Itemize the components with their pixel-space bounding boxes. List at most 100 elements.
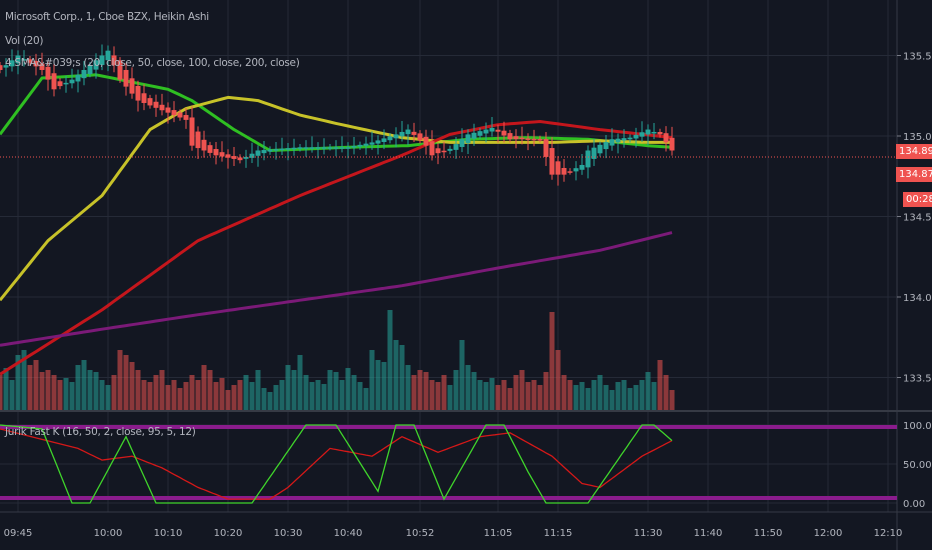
volume-bar [489, 378, 495, 410]
volume-bar [435, 382, 441, 410]
candle [339, 147, 345, 149]
volume-bar [393, 340, 399, 410]
volume-bar [669, 390, 675, 410]
volume-bar [405, 365, 411, 410]
volume-bar [273, 385, 279, 410]
volume-bar [441, 375, 447, 410]
candle [201, 139, 207, 151]
volume-bar [243, 375, 249, 410]
candle [99, 55, 105, 65]
volume-bar [645, 372, 651, 410]
candle [609, 139, 615, 146]
candle [165, 107, 171, 113]
candle [441, 150, 447, 153]
candle [633, 134, 639, 139]
candle [243, 156, 249, 159]
volume-bar [633, 385, 639, 410]
time-tick-label: 09:45 [4, 528, 33, 539]
volume-bar [309, 382, 315, 410]
volume-bar [639, 380, 645, 410]
volume-bar [9, 380, 15, 410]
candle [513, 136, 519, 140]
candle [669, 137, 675, 151]
volume-bar [69, 382, 75, 410]
time-tick-label: 11:40 [694, 528, 723, 539]
volume-bar [87, 370, 93, 410]
candle [63, 82, 69, 85]
candle [261, 150, 267, 154]
volume-bar [291, 370, 297, 410]
volume-bar [183, 382, 189, 410]
candle [177, 112, 183, 118]
volume-bar [339, 380, 345, 410]
candle [477, 131, 483, 136]
time-tick-label: 10:52 [406, 528, 435, 539]
candle [207, 145, 213, 153]
volume-bar [321, 384, 327, 410]
candle [645, 129, 651, 135]
volume-bar [381, 362, 387, 410]
candle [39, 63, 45, 70]
volume-bar [285, 365, 291, 410]
volume-bar [21, 350, 27, 410]
volume-bar [3, 368, 9, 410]
volume-bar [501, 380, 507, 410]
volume-bar [597, 375, 603, 410]
candle [297, 147, 303, 149]
volume-bar [39, 372, 45, 410]
volume-bar [465, 365, 471, 410]
volume-bar [549, 312, 555, 410]
volume-bar [129, 362, 135, 410]
candle [195, 131, 201, 149]
volume-bar [63, 378, 69, 410]
candle [273, 149, 279, 151]
volume-bar [33, 360, 39, 410]
volume-bar [75, 365, 81, 410]
time-tick-label: 10:00 [94, 528, 123, 539]
candle [279, 148, 285, 151]
candle [93, 60, 99, 70]
candle [519, 137, 525, 140]
volume-bar [387, 310, 393, 410]
candle [615, 138, 621, 143]
candle [537, 139, 543, 141]
candle [627, 137, 633, 140]
volume-bar [477, 380, 483, 410]
volume-bar [417, 370, 423, 410]
candle [219, 152, 225, 157]
candle [531, 138, 537, 141]
volume-bar [249, 382, 255, 410]
volume-bar [177, 388, 183, 410]
sma-line-sma100 [0, 120, 673, 376]
time-tick-label: 11:30 [634, 528, 663, 539]
volume-bar [279, 380, 285, 410]
candle [495, 129, 501, 132]
candle [447, 148, 453, 151]
second-price-badge: 134.87 [896, 167, 932, 182]
time-tick-label: 10:40 [334, 528, 363, 539]
candle [543, 139, 549, 157]
time-tick-label: 10:10 [154, 528, 183, 539]
candle [399, 131, 405, 137]
candle [27, 59, 33, 63]
oscillator-line-fastk [0, 424, 673, 504]
volume-bar [231, 385, 237, 410]
candle [375, 140, 381, 144]
volume-bar [663, 375, 669, 410]
candle [309, 147, 315, 149]
candle [393, 134, 399, 139]
last-price-badge: 134.89 [896, 144, 932, 159]
candle [381, 138, 387, 142]
volume-bar [123, 355, 129, 410]
volume-bar [315, 380, 321, 410]
candle [459, 139, 465, 147]
candle [15, 55, 21, 64]
volume-bar [495, 385, 501, 410]
candle [591, 147, 597, 159]
price-tick-label: 134.50 [903, 213, 932, 224]
volume-bar [0, 375, 3, 410]
candle [141, 93, 147, 103]
candle [21, 59, 27, 61]
candle [237, 157, 243, 161]
